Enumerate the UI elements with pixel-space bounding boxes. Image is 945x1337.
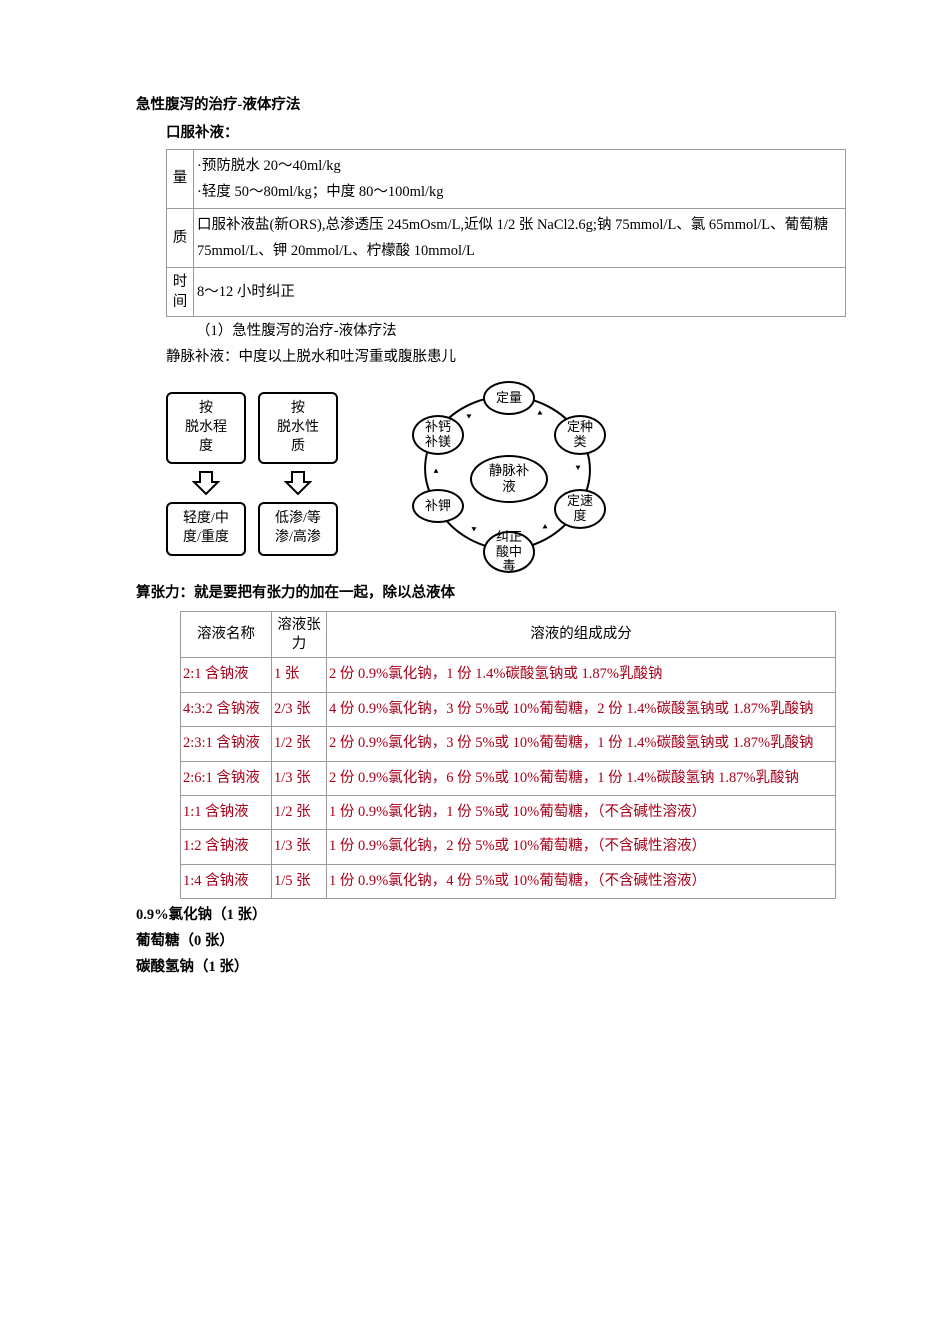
ring-node: 纠正酸中毒	[483, 531, 535, 573]
footer-line: 0.9%氯化钠（1 张）	[136, 905, 849, 927]
ors-row-head: 时间	[167, 267, 194, 317]
tension-name: 2:6:1 含钠液	[181, 761, 272, 795]
flow-col-1: 按脱水程度 轻度/中度/重度	[166, 392, 246, 556]
footer-line: 碳酸氢钠（1 张）	[136, 957, 849, 979]
tension-value: 1/5 张	[272, 864, 327, 898]
table-row: 1:4 含钠液1/5 张1 份 0.9%氯化钠，4 份 5%或 10%葡萄糖，（…	[181, 864, 836, 898]
ring-node: 定速度	[554, 489, 606, 529]
repeat-line: （1）急性腹泻的治疗-液体疗法	[196, 321, 849, 343]
tension-composition: 2 份 0.9%氯化钠，6 份 5%或 10%葡萄糖，1 份 1.4%碳酸氢钠 …	[327, 761, 836, 795]
ors-table: 量·预防脱水 20～40ml/kg·轻度 50～80ml/kg；中度 80～10…	[166, 149, 846, 318]
tension-composition: 1 份 0.9%氯化钠，4 份 5%或 10%葡萄糖，（不含碱性溶液）	[327, 864, 836, 898]
tension-heading: 算张力：就是要把有张力的加在一起，除以总液体	[136, 583, 849, 605]
tension-name: 1:1 含钠液	[181, 795, 272, 829]
tension-value: 1/3 张	[272, 761, 327, 795]
ors-row-body: ·预防脱水 20～40ml/kg·轻度 50～80ml/kg；中度 80～100…	[194, 149, 846, 208]
table-row: 2:6:1 含钠液1/3 张2 份 0.9%氯化钠，6 份 5%或 10%葡萄糖…	[181, 761, 836, 795]
flow-box-nature-val: 低渗/等渗/高渗	[258, 502, 338, 556]
ring-center: 静脉补液	[470, 455, 548, 503]
arrow-down-icon	[190, 470, 222, 496]
ring-node: 补钙补镁	[412, 415, 464, 455]
ors-row-head: 量	[167, 149, 194, 208]
ors-row-head: 质	[167, 208, 194, 267]
table-row: 1:2 含钠液1/3 张1 份 0.9%氯化钠，2 份 5%或 10%葡萄糖，（…	[181, 830, 836, 864]
ors-row-body: 8～12 小时纠正	[194, 267, 846, 317]
table-row: 2:3:1 含钠液1/2 张2 份 0.9%氯化钠，3 份 5%或 10%葡萄糖…	[181, 727, 836, 761]
tension-name: 1:2 含钠液	[181, 830, 272, 864]
tension-value: 1/2 张	[272, 795, 327, 829]
table-row: 4:3:2 含钠液2/3 张4 份 0.9%氯化钠，3 份 5%或 10%葡萄糖…	[181, 692, 836, 726]
tension-composition: 2 份 0.9%氯化钠，3 份 5%或 10%葡萄糖，1 份 1.4%碳酸氢钠或…	[327, 727, 836, 761]
tension-composition: 1 份 0.9%氯化钠，1 份 5%或 10%葡萄糖，（不含碱性溶液）	[327, 795, 836, 829]
diagram-row: 按脱水程度 轻度/中度/重度 按脱水性质 低渗/等渗/高渗 静脉补液 定量定种类定…	[166, 379, 849, 569]
tension-value: 1 张	[272, 658, 327, 692]
tension-value: 1/3 张	[272, 830, 327, 864]
ring-diagram: 静脉补液定量定种类定速度纠正酸中毒补钾补钙补镁	[372, 379, 642, 569]
tension-th: 溶液的组成成分	[327, 611, 836, 658]
tension-name: 2:1 含钠液	[181, 658, 272, 692]
flow-box-nature: 按脱水性质	[258, 392, 338, 465]
tension-name: 2:3:1 含钠液	[181, 727, 272, 761]
page-title: 急性腹泻的治疗-液体疗法	[136, 95, 849, 117]
ors-row-body: 口服补液盐(新ORS),总渗透压 245mOsm/L,近似 1/2 张 NaCl…	[194, 208, 846, 267]
tension-name: 4:3:2 含钠液	[181, 692, 272, 726]
ors-heading: 口服补液：	[166, 123, 849, 145]
flow-box-degree-val: 轻度/中度/重度	[166, 502, 246, 556]
tension-composition: 4 份 0.9%氯化钠，3 份 5%或 10%葡萄糖，2 份 1.4%碳酸氢钠或…	[327, 692, 836, 726]
ring-node: 定种类	[554, 415, 606, 455]
tension-value: 2/3 张	[272, 692, 327, 726]
flow-box-degree: 按脱水程度	[166, 392, 246, 465]
tension-name: 1:4 含钠液	[181, 864, 272, 898]
tension-composition: 1 份 0.9%氯化钠，2 份 5%或 10%葡萄糖，（不含碱性溶液）	[327, 830, 836, 864]
table-row: 2:1 含钠液1 张2 份 0.9%氯化钠，1 份 1.4%碳酸氢钠或 1.87…	[181, 658, 836, 692]
ring-node: 补钾	[412, 489, 464, 523]
table-row: 1:1 含钠液1/2 张1 份 0.9%氯化钠，1 份 5%或 10%葡萄糖，（…	[181, 795, 836, 829]
arrow-down-icon	[282, 470, 314, 496]
ring-node: 定量	[483, 381, 535, 415]
tension-table: 溶液名称溶液张力溶液的组成成分 2:1 含钠液1 张2 份 0.9%氯化钠，1 …	[180, 611, 836, 899]
footer-lines: 0.9%氯化钠（1 张） 葡萄糖（0 张） 碳酸氢钠（1 张）	[136, 905, 849, 978]
iv-line: 静脉补液：中度以上脱水和吐泻重或腹胀患儿	[166, 347, 849, 369]
tension-value: 1/2 张	[272, 727, 327, 761]
tension-th: 溶液张力	[272, 611, 327, 658]
tension-th: 溶液名称	[181, 611, 272, 658]
flow-col-2: 按脱水性质 低渗/等渗/高渗	[258, 392, 338, 556]
tension-composition: 2 份 0.9%氯化钠，1 份 1.4%碳酸氢钠或 1.87%乳酸钠	[327, 658, 836, 692]
footer-line: 葡萄糖（0 张）	[136, 931, 849, 953]
